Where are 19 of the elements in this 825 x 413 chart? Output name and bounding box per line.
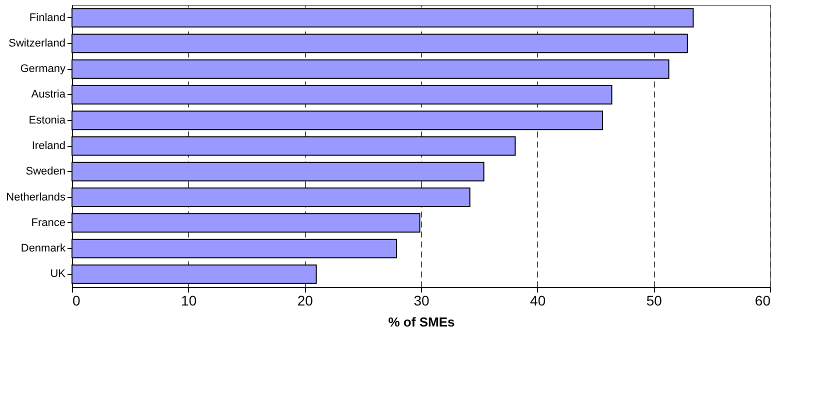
y-tick-label: Finland: [29, 12, 66, 24]
y-tick-label: Ireland: [32, 140, 66, 152]
x-tick-label: 20: [297, 292, 314, 308]
y-tick-label: Estonia: [28, 114, 66, 126]
x-tick-label: 10: [181, 292, 197, 308]
y-tick-label: France: [31, 216, 66, 229]
y-tick-label: Germany: [20, 63, 66, 76]
y-tick-label: Austria: [31, 88, 66, 101]
y-tick-label: Switzerland: [8, 37, 66, 50]
y-tick-label: Sweden: [26, 166, 66, 178]
x-tick-label: 40: [530, 292, 546, 308]
x-tick-label: 30: [414, 292, 430, 308]
x-tick-label: 0: [72, 292, 80, 308]
x-tick-label: 50: [646, 292, 662, 308]
y-tick-label: Denmark: [20, 242, 66, 255]
y-tick-label: UK: [50, 268, 66, 280]
x-axis-title: % of SMEs: [388, 314, 455, 330]
x-tick-label: 60: [754, 292, 771, 308]
y-tick-label: Netherlands: [6, 191, 66, 204]
